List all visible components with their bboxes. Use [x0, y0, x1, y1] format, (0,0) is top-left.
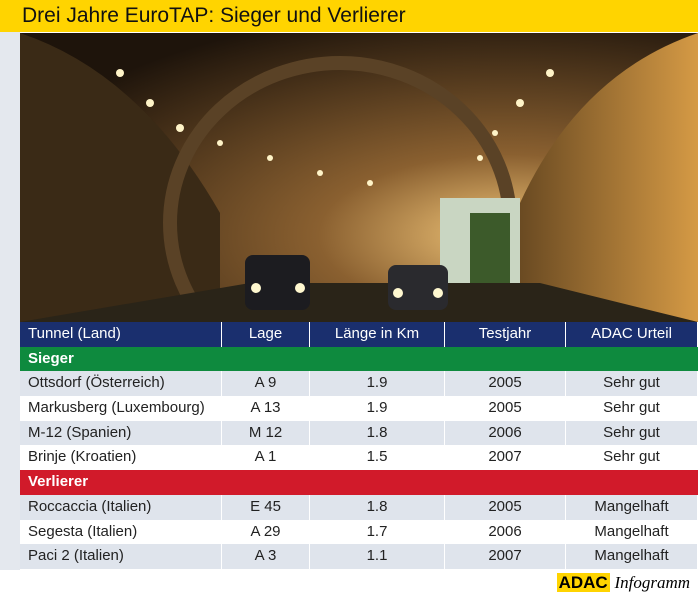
- cell: 1.8: [310, 494, 445, 520]
- data-row: Brinje (Kroatien) A 1 1.5 2007 Sehr gut: [20, 445, 698, 471]
- data-row: Segesta (Italien) A 29 1.7 2006 Mangelhaft: [20, 519, 698, 545]
- cell: M-12 (Spanien): [20, 420, 222, 446]
- cell: E 45: [222, 494, 310, 520]
- cell: 2005: [445, 494, 566, 520]
- cell: 1.8: [310, 420, 445, 446]
- data-row: M-12 (Spanien) M 12 1.8 2006 Sehr gut: [20, 420, 698, 446]
- side-strip: [0, 32, 20, 570]
- header-cell: Länge in Km: [310, 322, 445, 347]
- cell: 2005: [445, 396, 566, 421]
- data-row: Ottsdorf (Österreich) A 9 1.9 2005 Sehr gut: [20, 371, 698, 397]
- cell: 2007: [445, 544, 566, 569]
- cell: 1.9: [310, 371, 445, 397]
- cell: Mangelhaft: [566, 494, 698, 520]
- cell: 1.1: [310, 544, 445, 569]
- cell: Sehr gut: [566, 445, 698, 471]
- cell: Brinje (Kroatien): [20, 445, 222, 471]
- cell: A 3: [222, 544, 310, 569]
- footer: ADAC Infogramm: [556, 573, 690, 593]
- title: Drei Jahre EuroTAP: Sieger und Verlierer: [0, 0, 698, 32]
- header-cell: Lage: [222, 322, 310, 347]
- cell: Mangelhaft: [566, 544, 698, 569]
- cell: Mangelhaft: [566, 519, 698, 545]
- cell: Paci 2 (Italien): [20, 544, 222, 569]
- group-row: Verlierer: [20, 470, 698, 495]
- cell: Markusberg (Luxembourg): [20, 396, 222, 421]
- cell: Ottsdorf (Österreich): [20, 371, 222, 397]
- table: Tunnel (Land) Lage Länge in Km Testjahr ADAC…: [20, 322, 698, 569]
- data-row: Markusberg (Luxembourg) A 13 1.9 2005 Sehr g…: [20, 396, 698, 421]
- cell: 2006: [445, 519, 566, 545]
- header-cell: Testjahr: [445, 322, 566, 347]
- group-row: Sieger: [20, 346, 698, 372]
- cell: Roccaccia (Italien): [20, 494, 222, 520]
- header-row: Tunnel (Land) Lage Länge in Km Testjahr ADAC…: [20, 322, 698, 347]
- header-cell: Tunnel (Land): [20, 322, 222, 347]
- cell: Sehr gut: [566, 420, 698, 446]
- cell: 2006: [445, 420, 566, 446]
- data-row: Paci 2 (Italien) A 3 1.1 2007 Mangelhaft: [20, 544, 698, 569]
- cell: A 1: [222, 445, 310, 471]
- cell: Sehr gut: [566, 396, 698, 421]
- brand: ADAC: [556, 573, 610, 592]
- cell: 1.7: [310, 519, 445, 545]
- cell: A 29: [222, 519, 310, 545]
- cell: M 12: [222, 420, 310, 446]
- cell: A 13: [222, 396, 310, 421]
- data-row: Roccaccia (Italien) E 45 1.8 2005 Mangelhaft: [20, 494, 698, 520]
- tunnel-photo: [20, 33, 698, 322]
- cell: Segesta (Italien): [20, 519, 222, 545]
- brand-label: Infogramm: [614, 573, 690, 592]
- cell: 2007: [445, 445, 566, 471]
- cell: 1.5: [310, 445, 445, 471]
- cell: 2005: [445, 371, 566, 397]
- cell: A 9: [222, 371, 310, 397]
- cell: Sehr gut: [566, 371, 698, 397]
- header-cell: ADAC Urteil: [566, 322, 698, 347]
- cell: 1.9: [310, 396, 445, 421]
